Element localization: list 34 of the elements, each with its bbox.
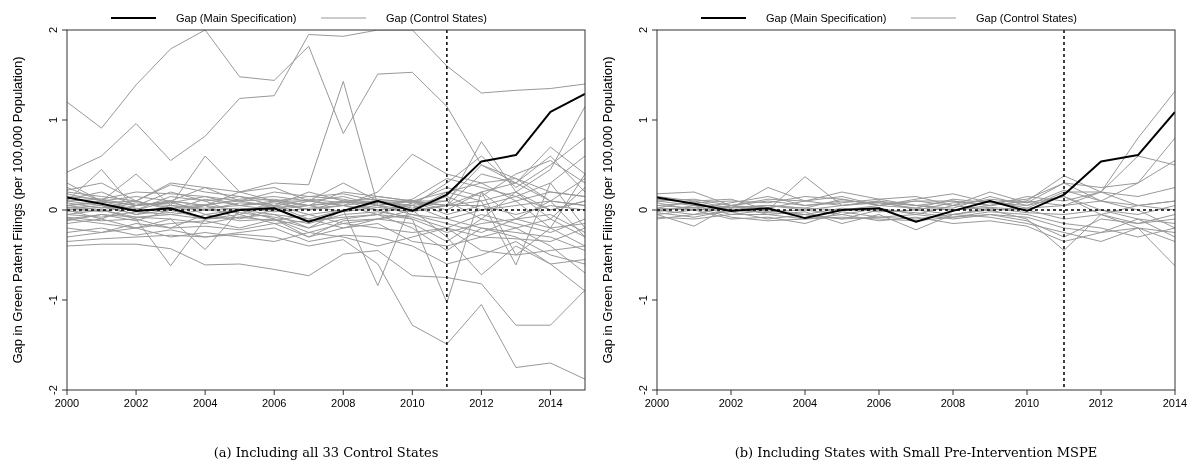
x-tick-label: 2006 [261, 397, 287, 409]
y-tick-label: -1 [47, 295, 59, 305]
y-tick-label: -2 [47, 385, 59, 395]
y-axis-title: Gap in Green Patent Filings (per 100,000 Population) [600, 56, 615, 364]
x-tick-label: 2010 [400, 397, 425, 409]
y-tick-label: 1 [637, 116, 649, 124]
x-tick-label: 2000 [54, 397, 80, 409]
x-tick-label: 2010 [1014, 397, 1040, 409]
legend-label: Gap (Main Specification) [766, 12, 887, 24]
y-tick-label: -1 [637, 295, 649, 305]
x-tick-label: 2006 [866, 397, 892, 409]
y-axis-title: Gap in Green Patent Filings (per 100,000 Population) [10, 56, 25, 364]
legend-label: Gap (Control States) [386, 12, 487, 24]
y-tick-label: 1 [47, 116, 59, 124]
text: (b) Including States with Small Pre-Intervention MSPE [734, 445, 1098, 460]
x-tick-label: 2012 [1088, 397, 1114, 409]
legend-label: Gap (Control States) [976, 12, 1077, 24]
y-tick-label: 2 [637, 26, 649, 34]
x-tick-label: 2014 [1162, 397, 1188, 409]
y-tick-label: -2 [637, 385, 649, 395]
x-tick-label: 2008 [331, 397, 356, 409]
y-tick-label: 0 [637, 206, 649, 214]
x-tick-label: 2004 [192, 397, 218, 409]
x-tick-label: 2008 [940, 397, 966, 409]
x-tick-label: 2004 [792, 397, 818, 409]
x-tick-label: 2002 [123, 397, 149, 409]
x-tick-label: 2012 [469, 397, 494, 409]
y-tick-label: 2 [47, 26, 59, 34]
x-tick-label: 2014 [538, 397, 563, 409]
text: (a) Including all 33 Control States [213, 445, 439, 460]
y-tick-label: 0 [47, 206, 59, 214]
legend-label: Gap (Main Specification) [176, 12, 297, 24]
x-tick-label: 2002 [718, 397, 744, 409]
x-tick-label: 2000 [644, 397, 670, 409]
